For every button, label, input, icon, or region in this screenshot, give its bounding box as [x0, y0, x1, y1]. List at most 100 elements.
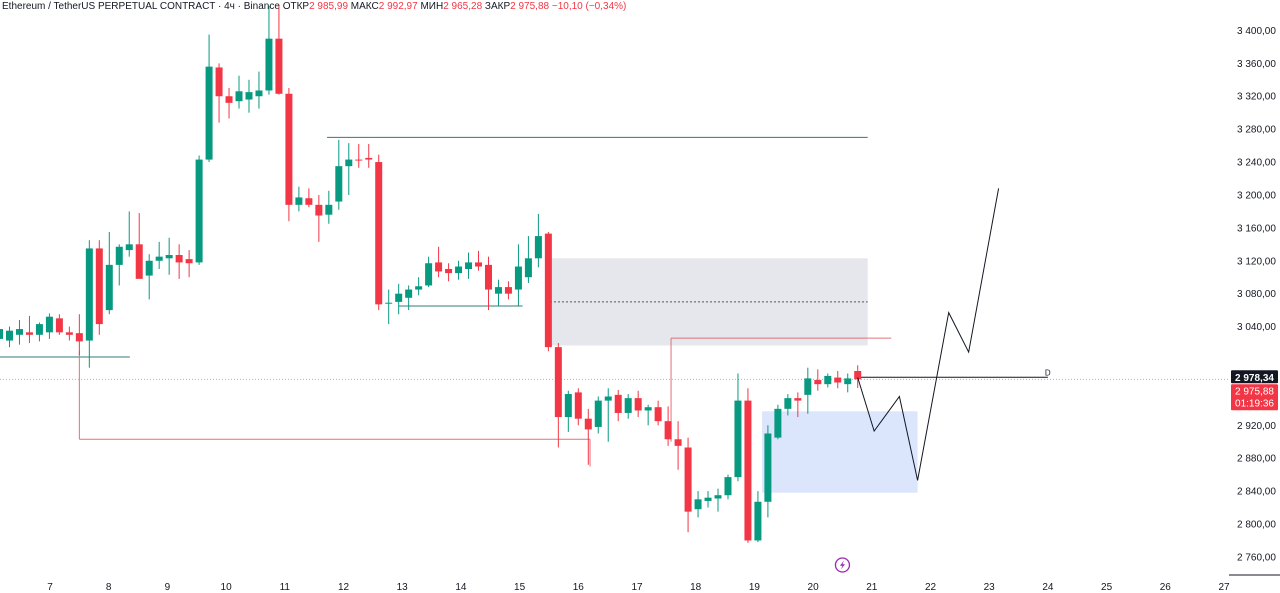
- candle-body[interactable]: [494, 287, 502, 294]
- candle-body[interactable]: [794, 398, 802, 401]
- candle-body[interactable]: [475, 262, 483, 267]
- candle-body[interactable]: [484, 264, 492, 290]
- candle-body[interactable]: [564, 394, 572, 418]
- countdown-text: 01:19:36: [1235, 398, 1274, 409]
- candle-body[interactable]: [295, 197, 303, 205]
- candle-body[interactable]: [824, 375, 832, 385]
- candle-body[interactable]: [654, 407, 662, 422]
- candle-body[interactable]: [395, 293, 403, 302]
- candle-body[interactable]: [814, 380, 822, 385]
- candle-body[interactable]: [614, 394, 622, 413]
- candle-body[interactable]: [285, 93, 293, 205]
- candle-body[interactable]: [425, 263, 433, 286]
- candle-body[interactable]: [524, 258, 532, 278]
- candle-body[interactable]: [415, 286, 423, 290]
- candle-body[interactable]: [684, 447, 692, 512]
- candle-body[interactable]: [305, 198, 313, 205]
- candle-body[interactable]: [145, 260, 153, 276]
- candle-body[interactable]: [335, 166, 343, 202]
- candle-body[interactable]: [594, 400, 602, 427]
- candle-body[interactable]: [634, 398, 642, 411]
- candle-body[interactable]: [205, 66, 213, 160]
- candle-body[interactable]: [714, 495, 722, 499]
- candle-body[interactable]: [514, 266, 522, 290]
- candle-body[interactable]: [155, 256, 163, 261]
- candle-body[interactable]: [624, 398, 632, 413]
- candle-body[interactable]: [275, 38, 283, 94]
- candle-body[interactable]: [784, 398, 792, 409]
- time-tick-label: 20: [808, 582, 820, 593]
- candle-body[interactable]: [85, 248, 93, 341]
- candle-body[interactable]: [574, 392, 582, 419]
- price-axis[interactable]: 3 400,00 3 360,00 3 320,00 3 280,00 3 240,00…: [1228, 0, 1276, 593]
- candle-body[interactable]: [235, 91, 243, 102]
- candle-body[interactable]: [694, 499, 702, 510]
- candle-body[interactable]: [245, 92, 253, 100]
- candle-body[interactable]: [65, 332, 73, 335]
- candle-body[interactable]: [265, 38, 273, 91]
- candle-body[interactable]: [95, 248, 103, 325]
- candle-body[interactable]: [345, 159, 353, 167]
- candle-body[interactable]: [774, 408, 782, 438]
- candle-body[interactable]: [365, 157, 373, 160]
- candle-body[interactable]: [75, 333, 83, 342]
- time-tick-label: 27: [1218, 582, 1230, 593]
- candle-body[interactable]: [255, 90, 263, 97]
- candle-body[interactable]: [175, 255, 183, 263]
- candle-body[interactable]: [834, 377, 842, 383]
- price-tick-label: 2 880,00: [1237, 454, 1276, 465]
- candle-body[interactable]: [664, 421, 672, 440]
- candle-body[interactable]: [435, 262, 443, 272]
- candle-body[interactable]: [584, 418, 592, 430]
- candle-body[interactable]: [674, 439, 682, 446]
- price-tick-label: 3 120,00: [1237, 256, 1276, 267]
- candle-body[interactable]: [455, 266, 463, 274]
- candle-body[interactable]: [25, 332, 33, 335]
- candle-body[interactable]: [445, 268, 453, 274]
- candle-body[interactable]: [734, 400, 742, 478]
- candle-body[interactable]: [185, 259, 193, 264]
- candle-body[interactable]: [325, 204, 333, 215]
- candle-body[interactable]: [534, 236, 542, 259]
- time-tick-label: 22: [925, 582, 937, 593]
- candle-body[interactable]: [195, 159, 203, 263]
- candle-body[interactable]: [215, 67, 223, 97]
- candle-body[interactable]: [385, 302, 393, 304]
- candle-body[interactable]: [744, 400, 752, 541]
- candle-body[interactable]: [544, 233, 552, 348]
- price-tick-label: 3 240,00: [1237, 158, 1276, 169]
- candle-body[interactable]: [405, 289, 413, 298]
- candle-body[interactable]: [554, 347, 562, 418]
- change-value: −10,10 (−0,34%): [551, 1, 627, 12]
- candle-body[interactable]: [135, 244, 143, 279]
- candle-body[interactable]: [644, 407, 652, 411]
- candle-body[interactable]: [754, 501, 762, 541]
- candle-body[interactable]: [375, 162, 383, 305]
- candle-body[interactable]: [55, 318, 63, 333]
- candle-body[interactable]: [724, 477, 732, 496]
- time-axis[interactable]: 7 8 9 10 11 12 13 14 15 16 17 18 19 20 21 22 23 24 25 26 27: [47, 574, 1280, 593]
- candle-body[interactable]: [854, 371, 862, 380]
- lightning-icon[interactable]: [834, 557, 851, 573]
- candle-body[interactable]: [45, 316, 53, 333]
- candle-body[interactable]: [125, 244, 133, 251]
- candle-body[interactable]: [0, 329, 4, 339]
- candle-body[interactable]: [804, 378, 812, 395]
- candle-body[interactable]: [604, 396, 612, 401]
- candle-body[interactable]: [225, 96, 233, 103]
- candle-body[interactable]: [35, 324, 43, 335]
- candle-body[interactable]: [844, 378, 852, 385]
- candle-body[interactable]: [315, 204, 323, 216]
- candle-body[interactable]: [15, 329, 23, 335]
- candle-body[interactable]: [465, 262, 473, 269]
- candle-body[interactable]: [5, 330, 13, 341]
- candle-body[interactable]: [115, 246, 123, 265]
- candle-body[interactable]: [355, 159, 363, 161]
- candle-body[interactable]: [165, 255, 173, 259]
- level-price-text: 2 978,34: [1235, 373, 1274, 384]
- candle-body[interactable]: [105, 264, 113, 311]
- candle-body[interactable]: [504, 287, 512, 294]
- candle-body[interactable]: [764, 433, 772, 502]
- candle-body[interactable]: [704, 497, 712, 501]
